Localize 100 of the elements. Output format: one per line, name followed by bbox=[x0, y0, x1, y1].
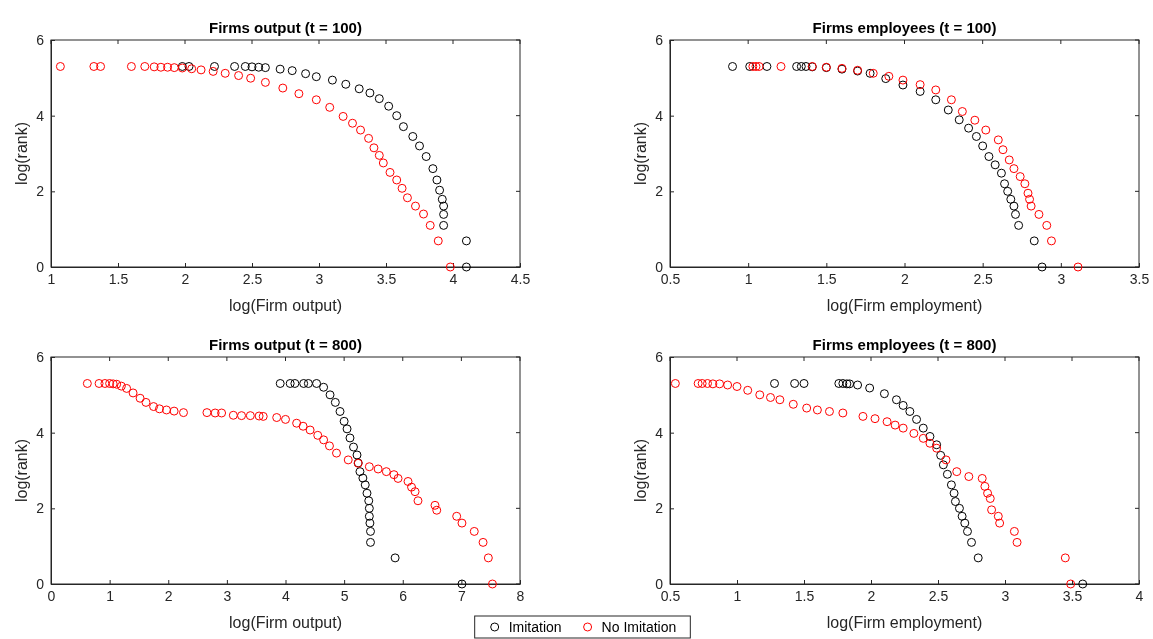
point bbox=[457, 518, 467, 528]
x-tick-label: 1 bbox=[733, 587, 742, 604]
point bbox=[952, 467, 962, 477]
x-tick-label: 1 bbox=[106, 587, 115, 604]
x-tick-label: 4.5 bbox=[510, 270, 531, 287]
point bbox=[348, 118, 357, 128]
point bbox=[936, 450, 946, 460]
y-tick-label: 4 bbox=[655, 107, 664, 124]
point bbox=[325, 102, 335, 112]
point bbox=[770, 379, 780, 388]
point bbox=[156, 62, 166, 72]
point bbox=[1023, 188, 1033, 198]
point bbox=[149, 62, 159, 72]
point bbox=[1046, 236, 1056, 246]
point bbox=[341, 79, 351, 89]
point bbox=[1025, 194, 1035, 204]
point bbox=[305, 425, 315, 435]
point bbox=[891, 395, 901, 405]
point bbox=[703, 379, 713, 388]
point bbox=[275, 64, 285, 74]
point bbox=[319, 435, 329, 445]
x-tick-label: 3.5 bbox=[1062, 587, 1083, 604]
point bbox=[1006, 194, 1016, 204]
x-tick-label: 3.5 bbox=[376, 270, 397, 287]
point bbox=[925, 438, 935, 448]
point bbox=[964, 123, 974, 133]
point bbox=[260, 77, 270, 87]
point bbox=[154, 404, 164, 414]
point bbox=[247, 62, 257, 72]
point bbox=[327, 75, 337, 85]
x-tick-label: 3 bbox=[1001, 587, 1010, 604]
point bbox=[792, 62, 802, 71]
x-tick-label: 2 bbox=[901, 270, 910, 287]
point bbox=[915, 86, 925, 96]
point bbox=[801, 62, 811, 71]
point bbox=[343, 455, 353, 465]
point bbox=[943, 105, 953, 115]
point bbox=[292, 418, 302, 428]
point bbox=[356, 125, 366, 135]
point bbox=[802, 403, 812, 413]
point bbox=[796, 62, 806, 71]
point bbox=[870, 414, 880, 424]
point bbox=[799, 379, 809, 388]
point bbox=[290, 379, 300, 388]
y-tick-label: 0 bbox=[36, 575, 45, 592]
point bbox=[419, 209, 429, 219]
point bbox=[987, 505, 997, 515]
point bbox=[410, 201, 420, 211]
point bbox=[330, 397, 340, 407]
chart-title: Firms employees (t = 100) bbox=[812, 19, 997, 36]
y-tick-label: 0 bbox=[655, 258, 664, 275]
chart-title: Firms output (t = 100) bbox=[209, 19, 362, 36]
point bbox=[967, 537, 976, 547]
point bbox=[345, 433, 355, 443]
point bbox=[949, 488, 959, 498]
point bbox=[234, 71, 244, 81]
point bbox=[970, 115, 980, 125]
point bbox=[364, 503, 374, 513]
point bbox=[790, 379, 800, 388]
point bbox=[853, 380, 863, 390]
point bbox=[693, 379, 703, 388]
point bbox=[374, 150, 384, 160]
point bbox=[838, 408, 848, 418]
point bbox=[1015, 172, 1025, 182]
y-axis-title: log(rank) bbox=[13, 438, 30, 503]
point bbox=[332, 448, 341, 458]
point bbox=[311, 72, 321, 82]
point bbox=[998, 145, 1008, 155]
x-tick-label: 1 bbox=[47, 270, 56, 287]
point bbox=[179, 408, 188, 418]
point bbox=[278, 83, 288, 93]
point bbox=[437, 194, 447, 204]
point bbox=[342, 424, 352, 434]
x-tick-label: 2 bbox=[181, 270, 190, 287]
point bbox=[169, 406, 179, 416]
y-tick-label: 4 bbox=[36, 107, 45, 124]
point bbox=[834, 379, 844, 388]
point bbox=[439, 209, 449, 219]
point bbox=[272, 413, 282, 423]
point bbox=[1011, 209, 1020, 219]
point bbox=[1037, 262, 1047, 272]
point bbox=[325, 390, 335, 400]
point bbox=[755, 390, 765, 400]
point bbox=[723, 380, 733, 390]
y-tick-label: 6 bbox=[655, 348, 664, 365]
point bbox=[141, 397, 151, 407]
point bbox=[360, 480, 370, 490]
point bbox=[915, 80, 925, 90]
point bbox=[1009, 164, 1019, 174]
point bbox=[1078, 579, 1088, 589]
point bbox=[743, 385, 753, 395]
point bbox=[365, 518, 375, 528]
point bbox=[898, 423, 908, 433]
point bbox=[439, 220, 449, 230]
point bbox=[461, 262, 471, 272]
point bbox=[964, 472, 974, 482]
point bbox=[94, 379, 104, 388]
point bbox=[254, 62, 264, 72]
point bbox=[254, 411, 264, 421]
y-tick-label: 4 bbox=[36, 424, 45, 441]
